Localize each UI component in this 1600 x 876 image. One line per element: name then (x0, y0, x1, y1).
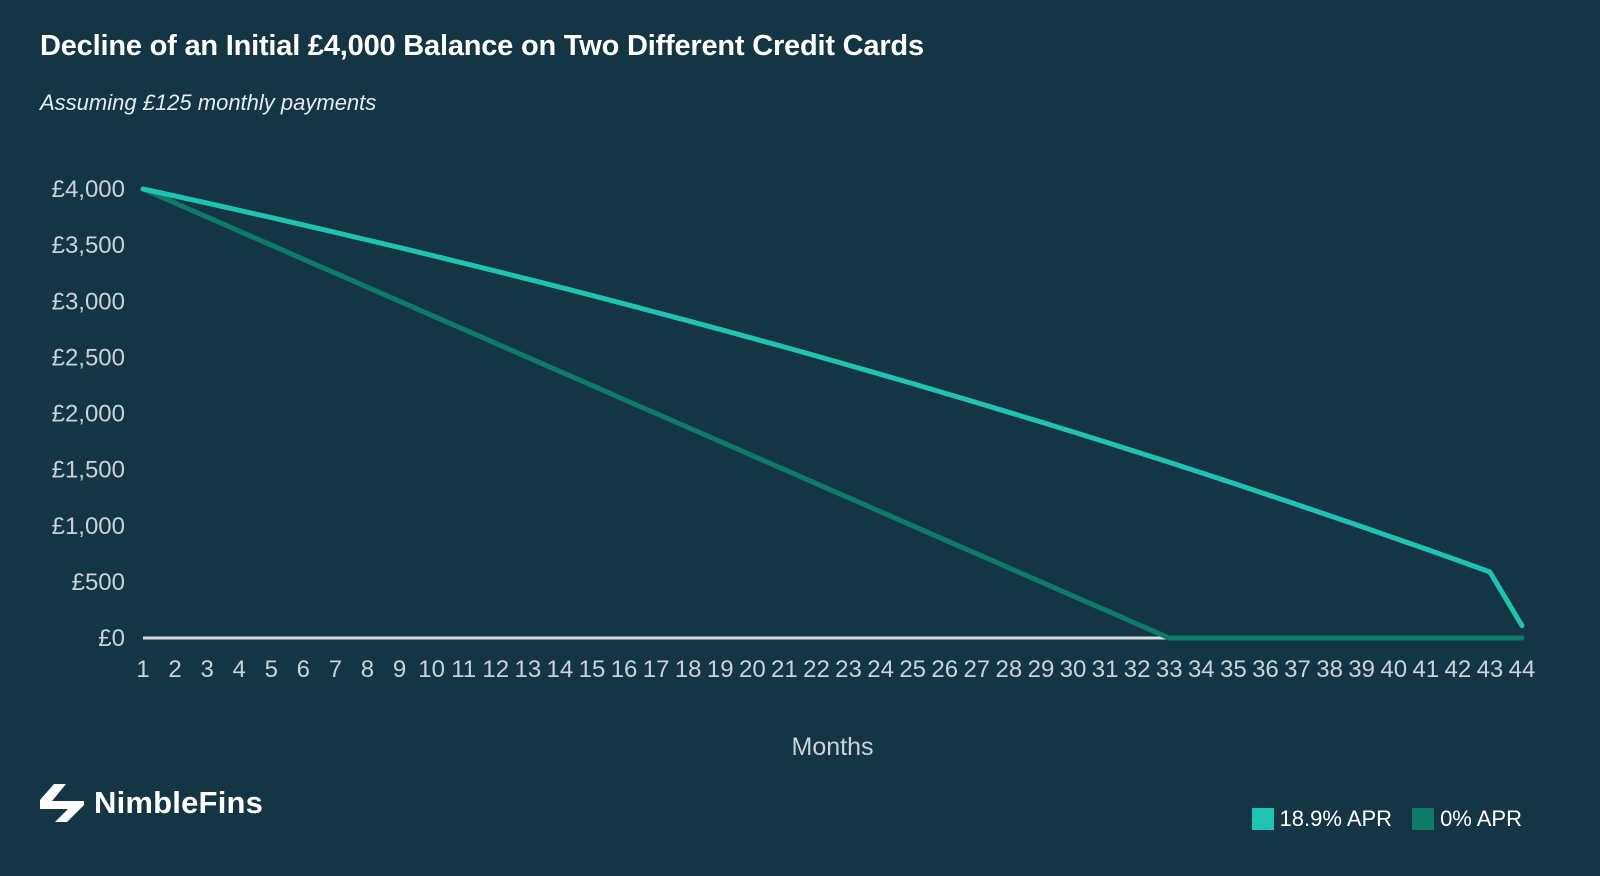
x-tick-label: 36 (1252, 656, 1279, 683)
x-tick-label: 18 (675, 656, 702, 683)
x-tick-label: 9 (393, 656, 406, 683)
chart-legend: 18.9% APR 0% APR (1232, 806, 1522, 832)
x-axis-ticks: 1 2 3 4 5 6 7 8 9 10 11 12 13 14 15 16 17 18 19 20 21 22 23 24 2… (136, 656, 1535, 683)
x-tick-label: 1 (136, 656, 149, 683)
x-tick-label: 28 (996, 656, 1023, 683)
x-tick-label: 11 (451, 656, 476, 683)
y-axis-ticks: £0 £500 £1,000 £1,500 £2,000 £2,500 £3,000 £3,5… (52, 176, 125, 652)
x-axis-title: Months (792, 733, 874, 761)
x-tick-label: 8 (361, 656, 374, 683)
x-tick-label: 29 (1028, 656, 1055, 683)
x-tick-label: 4 (233, 656, 246, 683)
nimblefins-arrow-icon (40, 784, 84, 822)
x-tick-label: 43 (1477, 656, 1504, 683)
x-tick-label: 17 (643, 656, 670, 683)
x-tick-label: 32 (1124, 656, 1151, 683)
legend-item-18-9-apr: 18.9% APR (1251, 806, 1393, 832)
x-tick-label: 33 (1156, 656, 1183, 683)
x-tick-label: 39 (1348, 656, 1375, 683)
x-tick-label: 38 (1316, 656, 1343, 683)
x-tick-label: 25 (899, 656, 926, 683)
x-tick-label: 34 (1188, 656, 1215, 683)
y-tick-label: £2,500 (52, 344, 125, 371)
x-tick-label: 15 (579, 656, 606, 683)
x-tick-label: 3 (200, 656, 213, 683)
x-tick-label: 10 (418, 656, 445, 683)
x-tick-label: 35 (1220, 656, 1247, 683)
x-tick-label: 37 (1284, 656, 1311, 683)
legend-swatch-0-apr (1412, 808, 1435, 830)
x-tick-label: 7 (329, 656, 342, 683)
series-line-0-apr (140, 186, 1525, 641)
x-tick-label: 22 (803, 656, 830, 683)
x-tick-label: 14 (547, 656, 574, 683)
legend-swatch-18-9-apr (1251, 808, 1274, 830)
y-tick-label: £4,000 (52, 176, 125, 203)
y-tick-label: £2,000 (52, 401, 125, 428)
x-tick-label: 12 (482, 656, 509, 683)
x-tick-label: 40 (1380, 656, 1407, 683)
y-tick-label: £0 (98, 625, 125, 652)
x-tick-label: 21 (771, 656, 798, 683)
x-tick-label: 2 (168, 656, 181, 683)
brand-name: NimbleFins (94, 785, 264, 820)
chart-title: Decline of an Initial £4,000 Balance on … (40, 30, 924, 62)
y-tick-label: £1,000 (52, 513, 125, 540)
legend-label-0-apr: 0% APR (1440, 806, 1522, 831)
series-line-18-9-apr (140, 186, 1525, 629)
x-tick-label: 24 (867, 656, 894, 683)
brand-logo: NimbleFins (40, 784, 263, 822)
chart-subtitle: Assuming £125 monthly payments (40, 90, 377, 115)
legend-label-18-9-apr: 18.9% APR (1279, 806, 1393, 831)
y-tick-label: £1,500 (52, 457, 125, 484)
x-tick-label: 20 (739, 656, 766, 683)
x-tick-label: 13 (514, 656, 541, 683)
x-tick-label: 5 (265, 656, 278, 683)
y-tick-label: £3,500 (52, 232, 125, 259)
x-tick-label: 26 (931, 656, 958, 683)
legend-item-0-apr: 0% APR (1412, 806, 1522, 832)
y-tick-label: £500 (72, 569, 125, 596)
y-tick-label: £3,000 (52, 288, 125, 315)
x-tick-label: 23 (835, 656, 862, 683)
x-tick-label: 6 (297, 656, 310, 683)
x-tick-label: 16 (611, 656, 638, 683)
series-layer (140, 186, 1525, 641)
x-tick-label: 31 (1092, 656, 1119, 683)
x-tick-label: 44 (1509, 656, 1536, 683)
x-tick-label: 42 (1445, 656, 1472, 683)
x-tick-label: 41 (1412, 656, 1439, 683)
x-tick-label: 19 (707, 656, 734, 683)
x-tick-label: 27 (963, 656, 990, 683)
x-tick-label: 30 (1060, 656, 1087, 683)
